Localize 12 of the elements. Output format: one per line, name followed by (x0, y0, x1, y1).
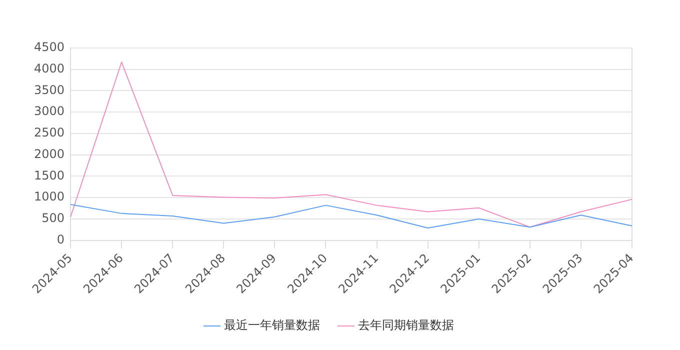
y-tick-label: 2000 (34, 146, 65, 161)
y-tick-label: 4000 (34, 62, 65, 76)
y-tick-label: 500 (42, 211, 65, 226)
y-tick-label: 1000 (34, 190, 65, 204)
y-tick-label: 3500 (34, 82, 65, 97)
y-tick-label: 3000 (34, 104, 65, 118)
y-tick-label: 2500 (34, 126, 65, 140)
y-tick-label: 0 (56, 232, 65, 246)
y-tick-label: 1500 (34, 168, 65, 182)
y-tick-label: 4500 (34, 40, 65, 54)
legend-label: 去年同期销量数据 (358, 318, 454, 332)
legend-label: 最近一年销量数据 (224, 318, 320, 332)
